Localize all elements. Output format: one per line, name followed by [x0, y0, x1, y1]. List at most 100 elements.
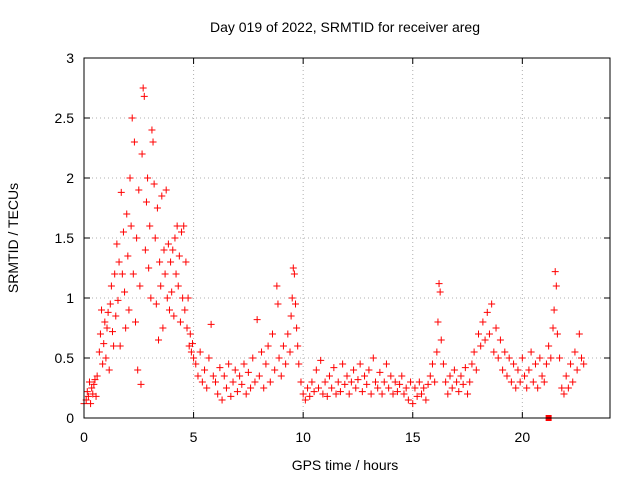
data-point: [334, 378, 342, 386]
data-point: [571, 348, 579, 356]
data-point: [420, 384, 428, 392]
data-point: [398, 372, 406, 380]
x-tick-label: 0: [80, 429, 88, 445]
data-point: [567, 360, 575, 368]
data-point: [242, 390, 250, 398]
data-point: [258, 348, 266, 356]
data-point: [249, 354, 257, 362]
data-point: [341, 380, 349, 388]
data-point: [385, 384, 393, 392]
data-point: [468, 360, 476, 368]
data-point: [547, 354, 555, 362]
x-tick-labels: 0 5 10 15 20: [80, 429, 530, 445]
data-point: [450, 366, 458, 374]
data-point: [107, 282, 115, 290]
data-point: [134, 366, 142, 374]
data-point: [345, 390, 353, 398]
data-point: [494, 354, 502, 362]
data-point: [464, 390, 472, 398]
data-point: [435, 280, 443, 288]
data-point: [308, 378, 316, 386]
data-point: [328, 384, 336, 392]
data-point: [137, 380, 145, 388]
data-point: [521, 372, 529, 380]
data-point: [321, 378, 329, 386]
data-point: [122, 324, 130, 332]
data-point: [323, 392, 331, 400]
data-point: [404, 396, 412, 404]
data-point: [264, 342, 272, 350]
data-point: [169, 246, 177, 254]
data-point: [510, 360, 518, 368]
data-point: [139, 84, 147, 92]
data-point: [130, 138, 138, 146]
data-point: [437, 336, 445, 344]
data-point: [207, 320, 215, 328]
y-tick-label: 2: [66, 170, 74, 186]
x-tick-label: 10: [295, 429, 311, 445]
data-point: [145, 264, 153, 272]
data-point: [516, 378, 524, 386]
data-point: [499, 366, 507, 374]
data-point: [161, 270, 169, 278]
data-point: [286, 348, 294, 356]
data-point: [436, 288, 444, 296]
data-point: [525, 366, 533, 374]
data-point: [350, 366, 358, 374]
data-point: [475, 330, 482, 338]
data-point: [91, 376, 99, 384]
data-point: [299, 390, 307, 398]
data-point: [149, 138, 157, 146]
data-point: [85, 378, 93, 386]
data-point: [175, 252, 183, 260]
data-point: [455, 388, 463, 396]
data-point: [291, 300, 299, 308]
data-point: [113, 240, 121, 248]
data-point: [431, 378, 439, 386]
y-tick-label: 3: [66, 50, 74, 66]
data-point: [514, 366, 522, 374]
data-point: [110, 342, 118, 350]
data-point: [201, 366, 209, 374]
data-point: [422, 396, 430, 404]
data-point: [271, 366, 279, 374]
data-point: [100, 340, 108, 348]
data-point: [112, 312, 120, 320]
data-point: [505, 354, 513, 362]
data-point: [564, 384, 572, 392]
data-point: [549, 324, 557, 332]
data-point: [212, 378, 219, 386]
data-point: [457, 372, 465, 380]
x-tick-label: 5: [190, 429, 198, 445]
data-point: [158, 192, 166, 200]
data-point: [545, 342, 553, 350]
data-point: [255, 372, 263, 380]
data-point: [578, 354, 586, 362]
data-point: [233, 388, 241, 396]
data-point: [152, 300, 160, 308]
plot-frame: [83, 57, 611, 419]
y-tick-labels: 0 0.5 1 1.5 2 2.5 3: [55, 50, 75, 426]
data-point: [556, 354, 564, 362]
data-point: [540, 378, 548, 386]
data-point: [151, 234, 159, 242]
data-point: [536, 354, 544, 362]
data-point: [83, 388, 91, 396]
data-point: [218, 396, 226, 404]
data-point: [173, 222, 181, 230]
data-point: [198, 378, 206, 386]
data-point: [146, 222, 154, 230]
data-point: [304, 384, 312, 392]
grid: [84, 58, 610, 418]
data-point: [573, 366, 581, 374]
data-point: [529, 378, 537, 386]
data-point: [374, 384, 382, 392]
data-point: [387, 372, 395, 380]
data-point: [297, 378, 305, 386]
data-point: [531, 360, 539, 368]
data-point: [523, 384, 531, 392]
y-axis-label: SRMTID / TECUs: [5, 183, 21, 293]
data-point: [389, 390, 397, 398]
data-point: [156, 258, 164, 266]
data-point: [124, 252, 132, 260]
